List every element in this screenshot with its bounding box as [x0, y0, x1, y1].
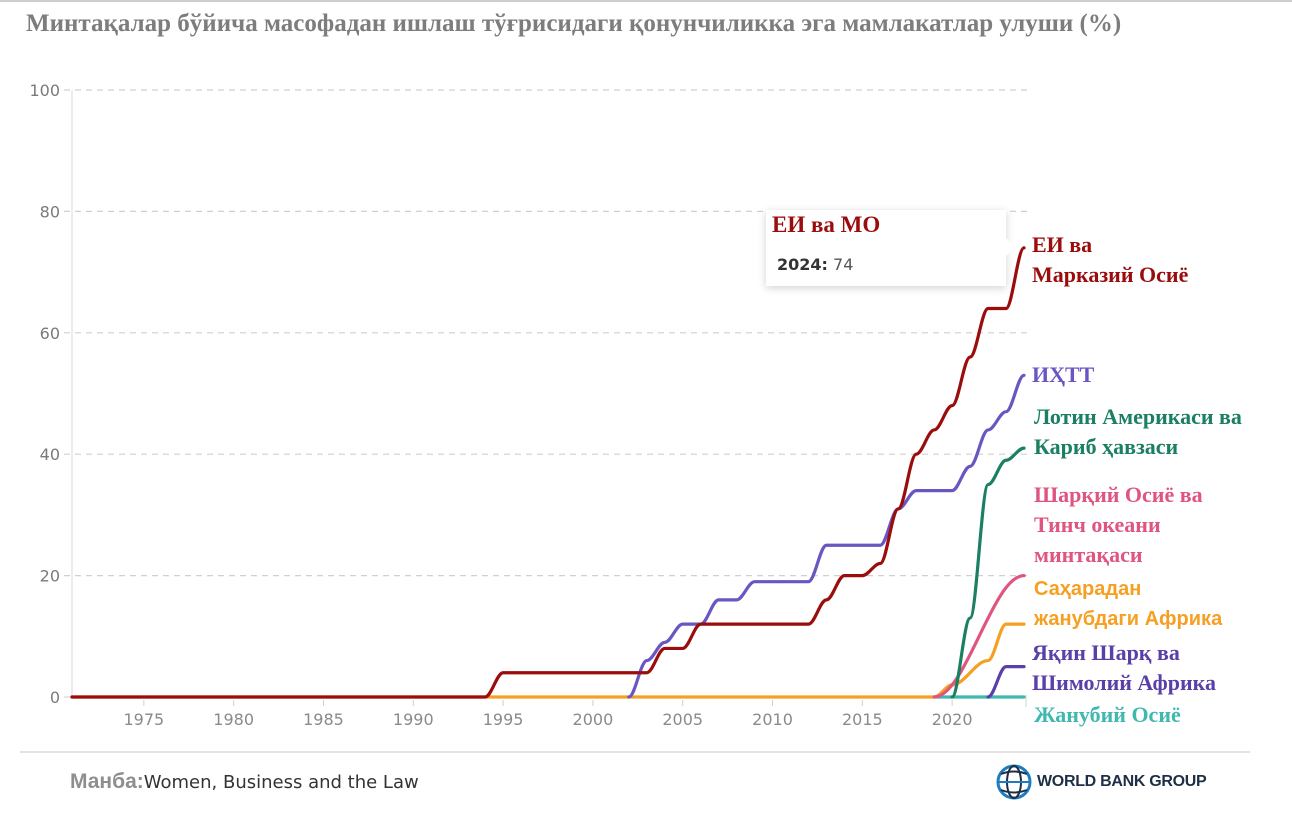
series-label-line: Жанубий Осиё — [1034, 702, 1181, 727]
x-tick-label: 2010 — [752, 710, 793, 729]
footer-divider — [20, 751, 1250, 753]
series-lines — [70, 246, 1026, 699]
series-label-line: Марказий Осиё — [1032, 262, 1189, 287]
line-chart: 0 20 40 60 80 100 1975 1980 1985 1990 1995 2000 200… — [29, 81, 1028, 729]
top-border — [0, 0, 1292, 2]
x-axis-ticks: 1975 1980 1985 1990 1995 2000 2005 2010 2015 2020 — [123, 695, 1027, 729]
source-note: Манба:Women, Business and the Law — [70, 770, 419, 794]
tooltip-number: 74 — [833, 255, 854, 274]
tooltip-series-name: ЕИ ва МО — [772, 212, 881, 237]
series-label-line: Лотин Америкаси ва — [1034, 404, 1242, 429]
series-label-line: ЕИ ва — [1032, 232, 1093, 257]
tooltip: ЕИ ва МО 2024: 74 — [766, 210, 1015, 286]
series-line-1[interactable] — [627, 373, 1026, 699]
series-label: ИҲТТ — [1032, 360, 1094, 390]
series-label: Яқин Шарқ ва Шимолий Африка — [1032, 638, 1216, 698]
x-tick-label: 2005 — [662, 710, 703, 729]
world-bank-logo: WORLD BANK GROUP — [995, 763, 1207, 801]
gridlines — [64, 89, 1028, 698]
series-label: ЕИ ва Марказий Осиё — [1032, 230, 1188, 290]
source-label: Манба: — [70, 770, 144, 793]
tooltip-year: 2024: — [777, 255, 828, 274]
y-tick-label: 60 — [40, 324, 60, 343]
series-label: Жанубий Осиё — [1034, 700, 1181, 730]
series-label: Саҳарадан жанубдаги Африка — [1034, 574, 1222, 634]
y-tick-label: 80 — [40, 202, 60, 221]
globe-icon — [996, 764, 1032, 800]
y-tick-label: 20 — [40, 567, 60, 586]
series-label: Лотин Америкаси ва Кариб ҳавзаси — [1034, 402, 1242, 462]
series-line-5[interactable] — [986, 665, 1026, 699]
x-tick-label: 2000 — [573, 710, 614, 729]
series-label-line: Саҳарадан — [1034, 578, 1142, 600]
y-tick-label: 100 — [29, 81, 60, 100]
source-text: Women, Business and the Law — [143, 772, 419, 793]
x-tick-label: 1995 — [483, 710, 524, 729]
series-label: Шарқий Осиё ва Тинч океани минтақаси — [1034, 480, 1203, 570]
series-line-0[interactable] — [70, 246, 1026, 699]
series-label-line: Тинч океани — [1034, 512, 1161, 537]
series-label-line: жанубдаги Африка — [1034, 608, 1223, 630]
series-label-line: ИҲТТ — [1032, 362, 1095, 387]
series-line-4[interactable] — [70, 622, 1026, 699]
x-tick-label: 1990 — [393, 710, 434, 729]
x-tick-label: 1985 — [303, 710, 344, 729]
series-label-line: минтақаси — [1034, 542, 1143, 567]
x-tick-label: 1980 — [213, 710, 254, 729]
y-tick-label: 0 — [50, 688, 60, 707]
x-tick-label: 2015 — [842, 710, 883, 729]
chart-title: Минтақалар бўйича масофадан ишлаш тўғрис… — [26, 10, 1122, 37]
series-label-line: Шимолий Африка — [1032, 670, 1216, 695]
y-tick-label: 40 — [40, 445, 60, 464]
y-axis-ticks: 0 20 40 60 80 100 — [29, 81, 60, 707]
series-label-line: Кариб ҳавзаси — [1034, 434, 1179, 459]
tooltip-value: 2024: 74 — [777, 255, 853, 274]
x-tick-label: 2020 — [932, 710, 973, 729]
series-line-2[interactable] — [950, 446, 1026, 699]
x-tick-label: 1975 — [123, 710, 164, 729]
logo-text: WORLD BANK GROUP — [1037, 773, 1207, 790]
series-line-3[interactable] — [932, 574, 1026, 699]
series-label-line: Шарқий Осиё ва — [1034, 482, 1203, 507]
series-label-line: Яқин Шарқ ва — [1032, 640, 1180, 665]
